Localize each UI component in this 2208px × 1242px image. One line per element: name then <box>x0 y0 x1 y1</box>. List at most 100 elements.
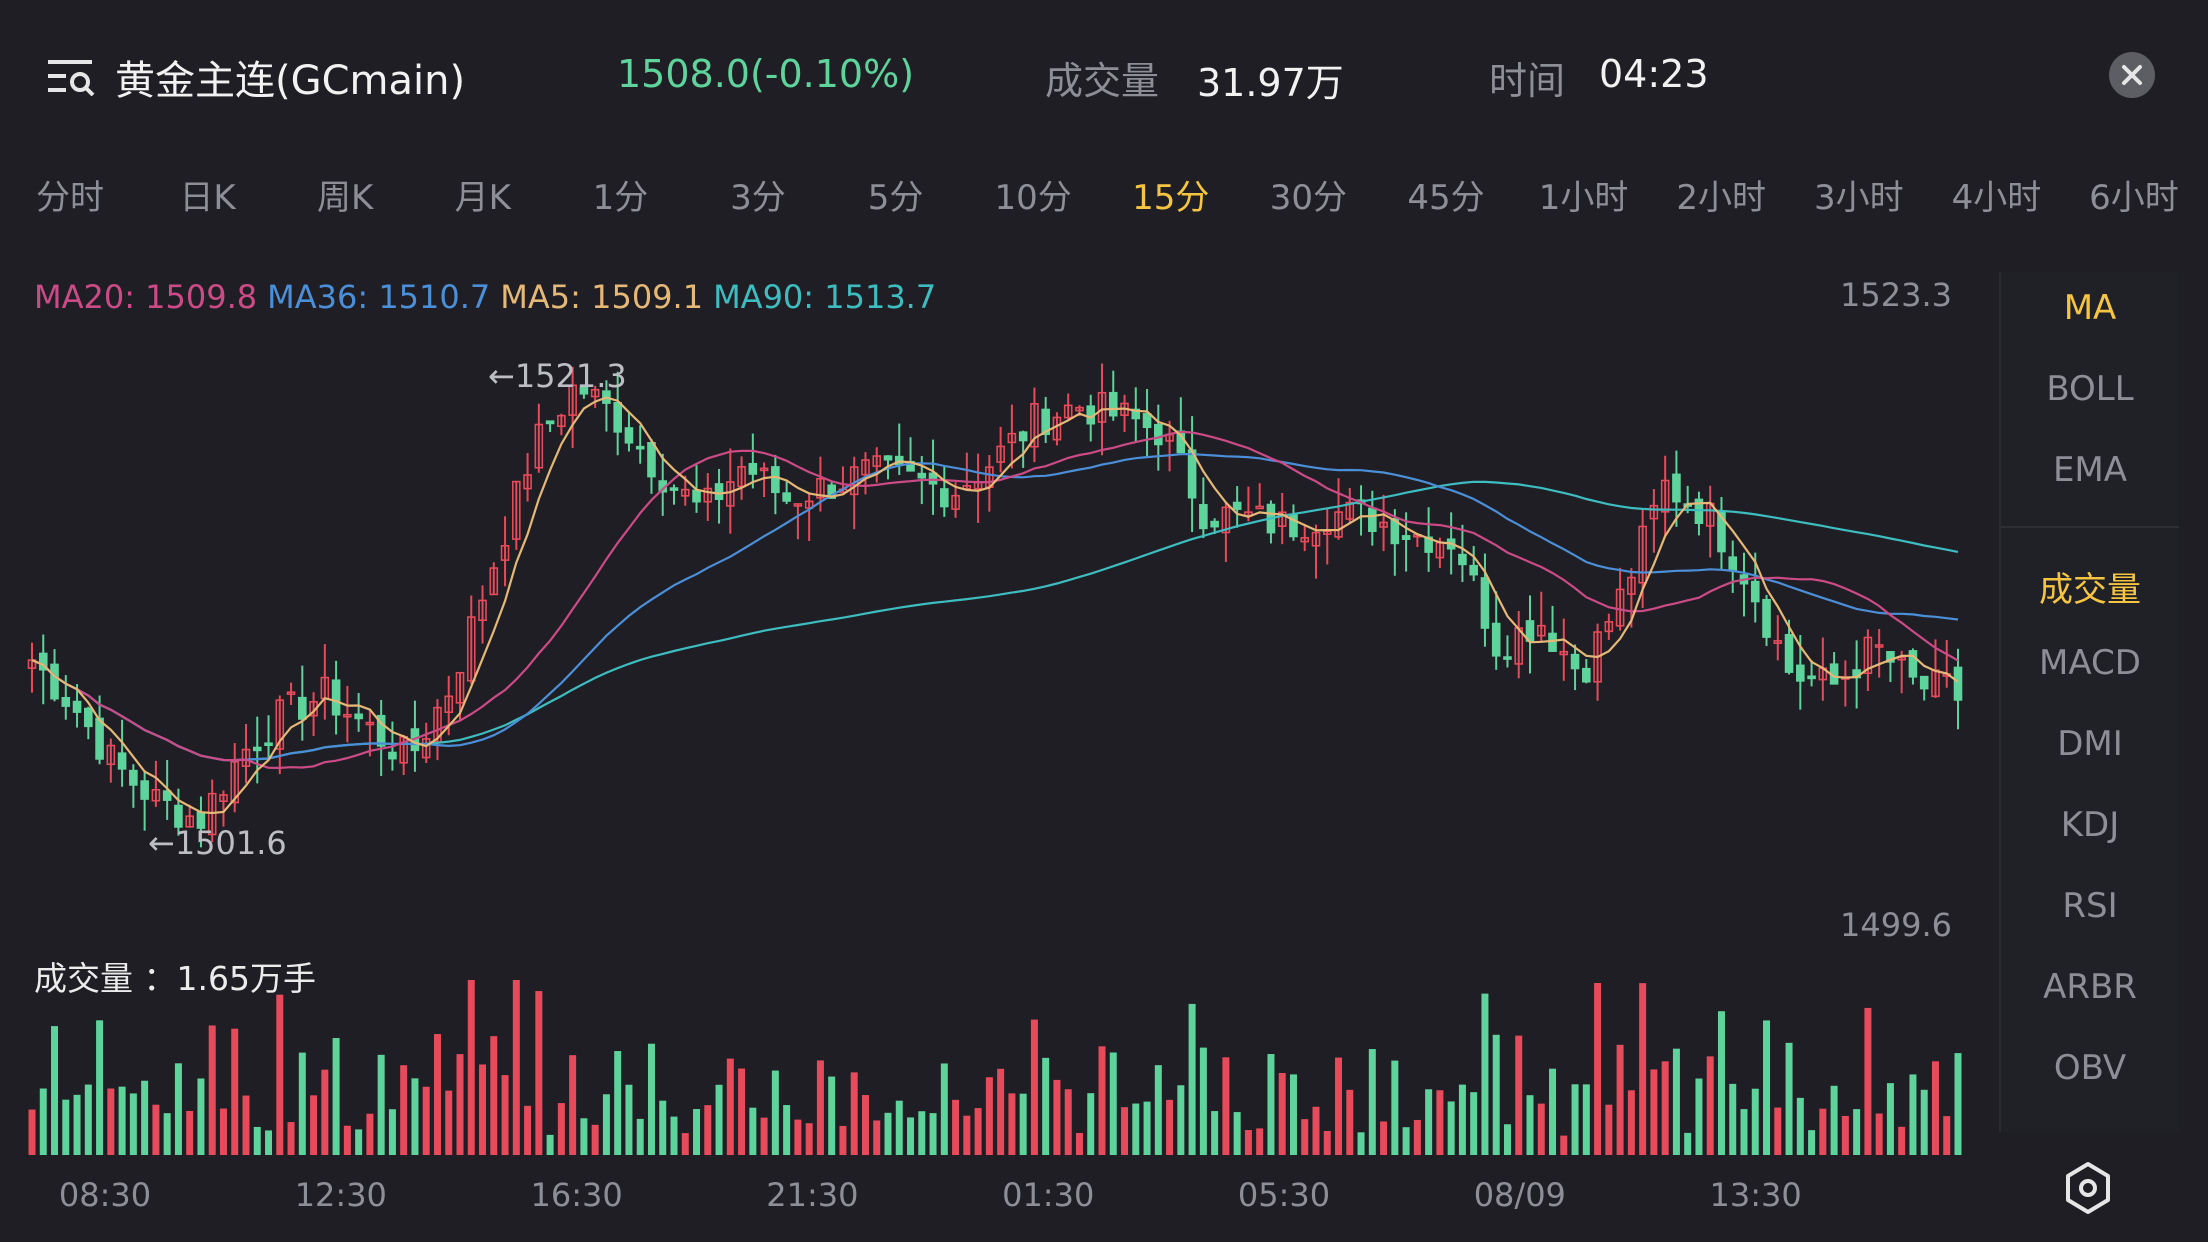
volume-bar <box>276 994 284 1155</box>
volume-bar <box>1650 1069 1658 1155</box>
tab-1[interactable]: 日K <box>179 178 236 218</box>
kline-chart[interactable] <box>0 260 1990 1180</box>
volume-bar <box>985 1077 993 1155</box>
volume-bar <box>1335 1057 1343 1155</box>
close-button[interactable] <box>2109 52 2155 98</box>
indicator-main-ma[interactable]: MA <box>2063 288 2117 328</box>
volume-bar <box>895 1100 903 1155</box>
candle-body <box>1063 404 1073 419</box>
candle-body <box>827 484 836 499</box>
tab-0[interactable]: 分时 <box>36 178 104 218</box>
instrument-title[interactable]: 黄金主连(GCmain) <box>115 58 466 104</box>
volume-bar <box>51 1026 59 1155</box>
tab-9[interactable]: 30分 <box>1269 178 1348 218</box>
tab-7[interactable]: 10分 <box>994 178 1072 218</box>
candle-body <box>872 455 882 467</box>
volume-bar <box>174 1063 182 1155</box>
candle-body <box>1131 408 1141 420</box>
tab-6[interactable]: 5分 <box>867 178 924 218</box>
tab-10[interactable]: 45分 <box>1407 178 1485 218</box>
volume-bar <box>479 1064 487 1155</box>
tab-11[interactable]: 1小时 <box>1538 178 1629 218</box>
indicator-sub-0[interactable]: 成交量 <box>2039 570 2141 610</box>
candle-body <box>129 769 138 786</box>
volume-bar <box>129 1093 137 1155</box>
indicator-sub-1[interactable]: MACD <box>2039 643 2141 683</box>
high-price-marker: ←1521.3 <box>488 357 627 395</box>
volume-value: 31.97万 <box>1197 61 1344 105</box>
volume-bar <box>704 1105 712 1155</box>
volume-bar <box>771 1070 779 1155</box>
volume-bar <box>39 1088 47 1155</box>
tab-3[interactable]: 月K <box>454 178 511 218</box>
volume-bar <box>1481 993 1489 1155</box>
volume-bar <box>490 1036 498 1155</box>
volume-bar <box>952 1099 960 1155</box>
candle-body <box>1897 656 1906 661</box>
price-change: 1508.0(-0.10%) <box>617 52 915 96</box>
ma36-line <box>31 452 1959 762</box>
candle-body <box>726 481 735 507</box>
time-axis: 08:30 12:30 16:30 21:30 01:30 05:30 08/09 13:30 <box>0 1176 1970 1216</box>
hexagon-settings-icon[interactable] <box>2062 1160 2114 1216</box>
volume-bar <box>726 1058 734 1155</box>
volume-bar <box>681 1133 689 1155</box>
indicator-sub-3[interactable]: KDJ <box>2060 805 2120 845</box>
volume-bar <box>501 1075 509 1155</box>
tab-14[interactable]: 4小时 <box>1951 178 2042 218</box>
close-icon <box>2122 65 2142 85</box>
tab-8[interactable]: 15分 <box>1132 178 1210 218</box>
tab-15[interactable]: 6小时 <box>2089 178 2179 218</box>
candle-body <box>748 462 758 475</box>
indicator-main-boll[interactable]: BOLL <box>2046 369 2134 409</box>
candle-body <box>84 707 93 728</box>
volume-bar <box>253 1126 261 1155</box>
volume-bar <box>197 1078 205 1155</box>
indicator-sub-4[interactable]: RSI <box>2062 886 2118 926</box>
candle-body <box>1627 576 1636 595</box>
tab-2[interactable]: 周K <box>317 178 374 218</box>
volume-bar <box>1920 1089 1928 1155</box>
volume-bar <box>445 1090 453 1155</box>
time-axis-label: 16:30 <box>530 1176 623 1214</box>
tab-5[interactable]: 3分 <box>730 178 786 218</box>
volume-bar <box>614 1051 622 1155</box>
volume-label: 成交量 <box>1045 59 1160 103</box>
volume-bar <box>1064 1089 1072 1155</box>
volume-bar <box>1785 1042 1793 1155</box>
candle-body <box>207 792 217 836</box>
tab-4[interactable]: 1分 <box>592 178 649 218</box>
candle-body <box>1638 525 1647 584</box>
volume-bar <box>1717 1011 1725 1155</box>
tab-13[interactable]: 3小时 <box>1813 178 1904 218</box>
volume-bar <box>186 1110 194 1155</box>
indicator-sub-6[interactable]: OBV <box>2053 1048 2127 1088</box>
candle-body <box>1807 675 1816 680</box>
volume-bar <box>1447 1101 1455 1155</box>
candle-body <box>647 441 656 478</box>
menu-search-icon[interactable] <box>46 56 96 96</box>
indicator-sub-5[interactable]: ARBR <box>2043 967 2137 1007</box>
volume-bar <box>1132 1103 1140 1155</box>
candle-body <box>883 455 893 461</box>
candle-body <box>669 487 679 491</box>
candle-body <box>455 671 465 704</box>
candle-body <box>861 459 870 476</box>
time-axis-label: 13:30 <box>1709 1176 1802 1214</box>
volume-bar <box>1526 1095 1534 1155</box>
volume-bar <box>1053 1079 1061 1155</box>
indicator-sub-2[interactable]: DMI <box>2057 724 2123 764</box>
indicator-main-ema[interactable]: EMA <box>2052 450 2128 490</box>
volume-bar <box>1605 1104 1613 1155</box>
volume-bar <box>321 1069 329 1155</box>
volume-bar <box>1267 1054 1275 1155</box>
volume-bar <box>1864 1007 1872 1155</box>
candle-body <box>151 788 161 802</box>
volume-bar <box>625 1084 633 1155</box>
tab-12[interactable]: 2小时 <box>1676 178 1766 218</box>
candle-body <box>1919 675 1929 690</box>
volume-bar <box>411 1078 419 1155</box>
volume-bar <box>861 1095 869 1155</box>
volume-bar <box>659 1100 667 1155</box>
price-axis-high: 1523.3 <box>1840 276 1952 314</box>
